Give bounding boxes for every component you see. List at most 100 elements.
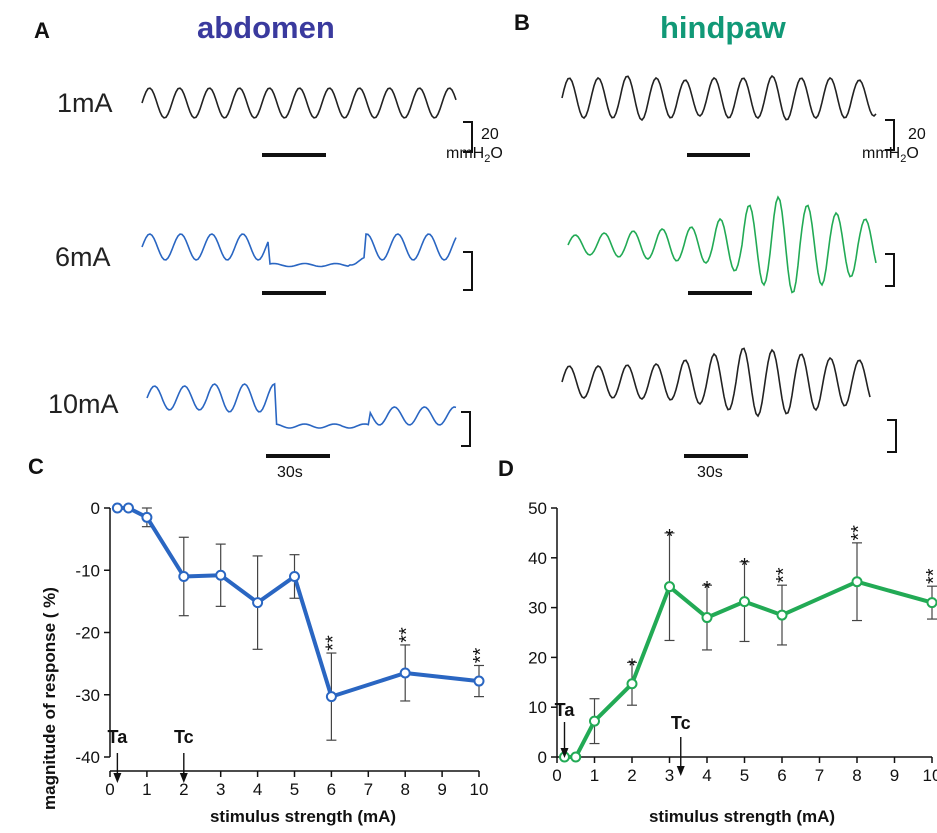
significance-label: ** — [848, 525, 870, 541]
significance-label: * — [666, 526, 674, 548]
x-tick-label: 2 — [179, 780, 188, 799]
time-scale-label-a: 30s — [277, 464, 303, 481]
significance-label: * — [628, 655, 636, 677]
trace-hindpaw-1ma — [561, 74, 877, 122]
threshold-label: Tc — [671, 713, 691, 733]
row-label-6ma: 6mA — [55, 242, 111, 272]
x-tick-label: 4 — [702, 766, 711, 785]
data-point — [289, 570, 300, 582]
data-point — [325, 691, 337, 703]
scale-unit-b: mmH2O — [862, 145, 919, 165]
panel-letter-d: D — [498, 456, 514, 481]
scale-value-b: 20 — [908, 126, 926, 143]
panel-letter-b: B — [514, 10, 530, 35]
significance-label: ** — [923, 568, 937, 584]
panel-title-abdomen: abdomen — [197, 10, 335, 45]
data-point — [701, 612, 713, 624]
data-point — [122, 502, 134, 514]
x-axis-title-c: stimulus strength (mA) — [210, 807, 396, 826]
scale-bracket — [463, 121, 473, 153]
data-point — [570, 751, 582, 763]
scale-bracket — [887, 419, 897, 453]
x-tick-label: 10 — [923, 766, 937, 785]
trace-hindpaw-10ma — [561, 347, 871, 418]
data-point — [473, 675, 485, 687]
data-point — [739, 596, 750, 608]
data-point — [926, 597, 937, 609]
y-tick-label: -10 — [75, 561, 100, 580]
panel-letter-a: A — [34, 18, 50, 43]
threshold-label: Tc — [174, 727, 194, 747]
chart-c: 0 -10 -20 -30 -40 0 1 2 3 4 5 6 7 8 9 10 ** ** ** Ta Tc — [75, 499, 492, 799]
trace-abdomen-10ma — [146, 382, 457, 429]
x-tick-label: 0 — [105, 780, 114, 799]
threshold-arrowhead — [560, 748, 569, 758]
x-tick-label: 3 — [665, 766, 674, 785]
data-point — [141, 511, 153, 523]
scale-value-a: 20 — [481, 126, 499, 143]
row-label-1ma: 1mA — [57, 88, 113, 118]
y-tick-label: 50 — [528, 499, 547, 518]
x-axis-title-d: stimulus strength (mA) — [649, 807, 835, 826]
y-tick-label: 20 — [528, 648, 547, 667]
x-tick-label: 1 — [590, 766, 599, 785]
x-tick-label: 8 — [400, 780, 409, 799]
data-point — [851, 576, 863, 588]
x-tick-label: 6 — [777, 766, 786, 785]
threshold-arrowhead — [179, 773, 188, 783]
data-point — [215, 569, 227, 581]
x-tick-label: 9 — [437, 780, 446, 799]
data-point — [776, 609, 788, 621]
x-tick-label: 5 — [740, 766, 749, 785]
significance-label: ** — [773, 567, 795, 583]
threshold-label: Ta — [108, 727, 129, 747]
data-point — [589, 715, 600, 727]
trace-hindpaw-6ma — [567, 195, 877, 294]
x-tick-label: 1 — [142, 780, 151, 799]
trace-abdomen-6ma — [141, 233, 457, 268]
significance-label: * — [741, 555, 749, 577]
x-tick-label: 3 — [216, 780, 225, 799]
significance-label: ** — [322, 635, 344, 651]
data-point — [399, 667, 411, 679]
trace-abdomen-1ma — [141, 87, 457, 119]
panel-letter-c: C — [28, 454, 44, 479]
x-tick-label: 5 — [290, 780, 299, 799]
y-tick-label: 30 — [528, 599, 547, 618]
data-point — [664, 581, 675, 593]
y-tick-label: -40 — [75, 748, 100, 767]
threshold-label: Ta — [555, 700, 576, 720]
significance-label: ** — [396, 627, 418, 643]
y-tick-label: 40 — [528, 549, 547, 568]
threshold-arrowhead — [676, 766, 685, 776]
scale-unit-a: mmH2O — [446, 145, 503, 165]
data-point — [252, 597, 264, 609]
y-axis-title-c: magnitude of response ( %) — [40, 587, 59, 810]
scale-bracket — [461, 411, 471, 447]
panel-title-hindpaw: hindpaw — [660, 10, 787, 45]
respiration-traces — [141, 74, 897, 458]
data-point — [178, 570, 190, 582]
x-tick-label: 8 — [852, 766, 861, 785]
x-tick-label: 4 — [253, 780, 262, 799]
x-tick-label: 7 — [815, 766, 824, 785]
x-tick-label: 2 — [627, 766, 636, 785]
x-tick-label: 0 — [552, 766, 561, 785]
x-tick-label: 9 — [890, 766, 899, 785]
row-label-10ma: 10mA — [48, 389, 119, 419]
significance-label: * — [703, 578, 711, 600]
x-tick-label: 10 — [470, 780, 489, 799]
time-scale-label-b: 30s — [697, 464, 723, 481]
data-point — [626, 678, 638, 690]
y-tick-label: -20 — [75, 624, 100, 643]
significance-label: ** — [470, 647, 492, 663]
y-tick-label: 0 — [538, 748, 547, 767]
x-tick-label: 6 — [327, 780, 336, 799]
scale-bracket — [885, 119, 895, 151]
y-tick-label: -30 — [75, 686, 100, 705]
data-point — [111, 502, 123, 514]
series-line — [564, 579, 933, 759]
scale-bracket — [885, 253, 895, 287]
y-tick-label: 10 — [528, 698, 547, 717]
